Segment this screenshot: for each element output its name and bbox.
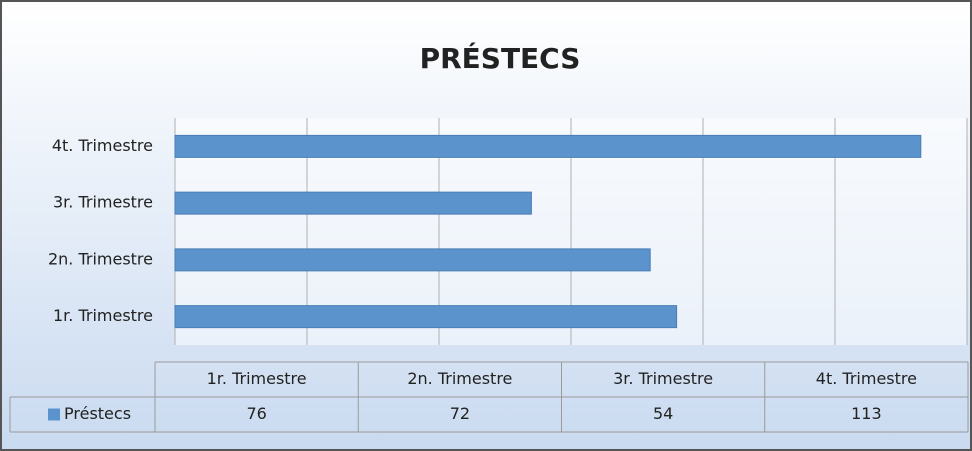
table-header: 3r. Trimestre — [613, 369, 713, 388]
table-value: 113 — [851, 404, 882, 423]
table-header: 4t. Trimestre — [816, 369, 917, 388]
table-header: 1r. Trimestre — [207, 369, 307, 388]
table-value: 76 — [246, 404, 266, 423]
legend-label: Préstecs — [64, 404, 131, 423]
table-header: 2n. Trimestre — [407, 369, 512, 388]
bar — [174, 191, 532, 215]
legend-key — [48, 408, 60, 421]
y-tick-label: 3r. Trimestre — [53, 193, 153, 212]
chart-title: PRÉSTECS — [420, 41, 581, 75]
bar — [174, 305, 678, 329]
y-tick-label: 2n. Trimestre — [48, 249, 153, 268]
bar — [174, 248, 651, 272]
bar — [174, 134, 922, 158]
table-value: 54 — [653, 404, 673, 423]
y-tick-label: 1r. Trimestre — [53, 306, 153, 325]
table-value: 72 — [450, 404, 470, 423]
y-tick-label: 4t. Trimestre — [52, 136, 153, 155]
